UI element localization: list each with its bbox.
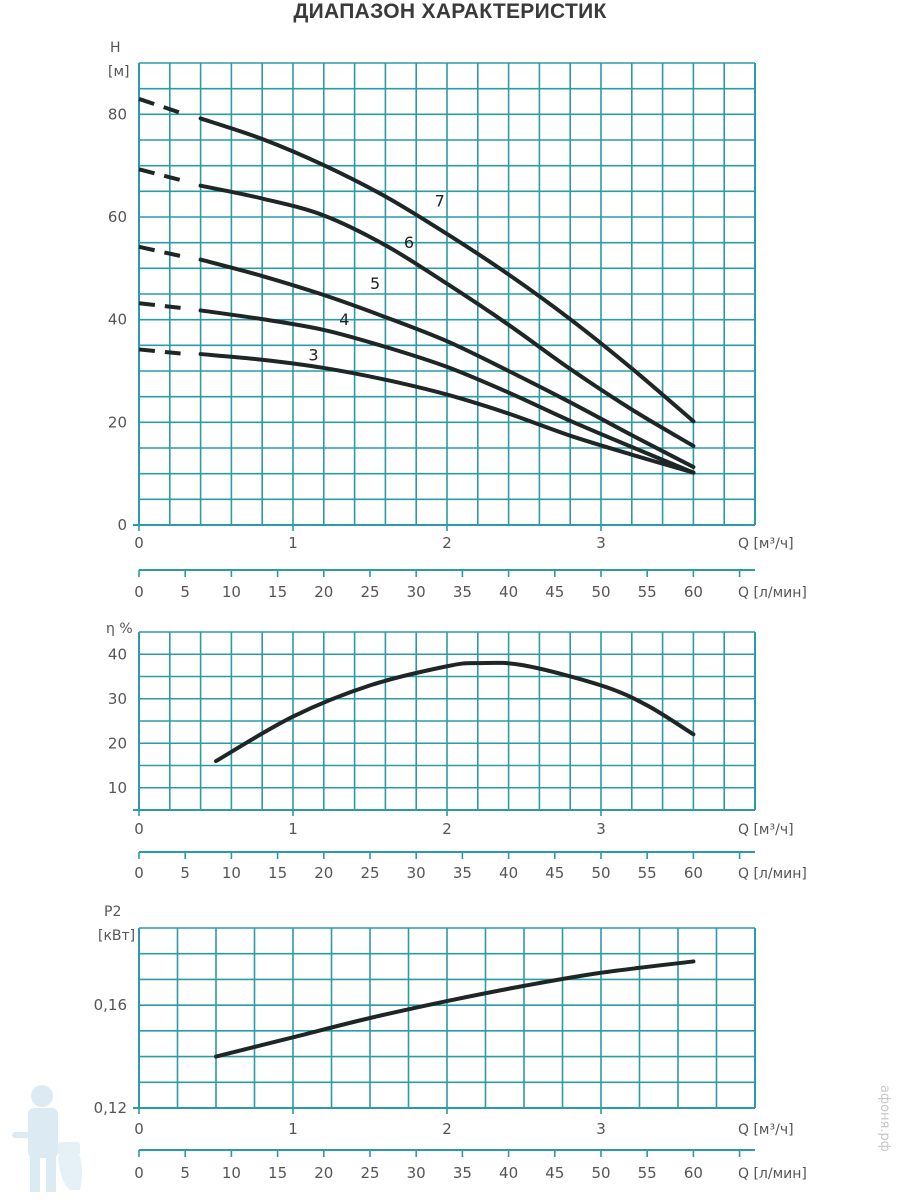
y-tick-label: 20 bbox=[108, 734, 127, 752]
x-tick-label: 3 bbox=[596, 534, 606, 552]
series-label: 3 bbox=[308, 346, 318, 365]
x-tick-label: 0 bbox=[134, 820, 144, 838]
series-label: 7 bbox=[435, 192, 445, 211]
x-tick-label: 0 bbox=[134, 534, 144, 552]
secondary-tick-label: 35 bbox=[453, 1164, 472, 1182]
y-axis-unit: [м] bbox=[108, 64, 130, 80]
secondary-tick-label: 50 bbox=[591, 1164, 610, 1182]
series-dashed-segment-6 bbox=[138, 167, 182, 182]
x-axis-label: Q [м³/ч] bbox=[738, 1122, 794, 1138]
secondary-axis-label: Q [л/мин] bbox=[738, 866, 807, 882]
y-axis-label: H bbox=[110, 40, 121, 56]
y-axis-label: η % bbox=[106, 621, 133, 637]
y-tick-label: 30 bbox=[108, 690, 127, 708]
series-dashed-segment-3 bbox=[138, 347, 181, 356]
y-tick-label: 40 bbox=[108, 645, 127, 663]
y-tick-label: 60 bbox=[108, 208, 127, 226]
secondary-tick-label: 45 bbox=[545, 1164, 564, 1182]
secondary-tick-label: 35 bbox=[453, 583, 472, 601]
secondary-tick-label: 10 bbox=[222, 583, 241, 601]
plumber-watermark-icon bbox=[12, 1085, 82, 1192]
y-axis-label: P2 bbox=[104, 904, 121, 920]
x-tick-label: 2 bbox=[442, 534, 452, 552]
series-curve-7 bbox=[198, 116, 696, 424]
secondary-tick-label: 25 bbox=[360, 1164, 379, 1182]
secondary-tick-label: 25 bbox=[360, 864, 379, 882]
secondary-tick-label: 55 bbox=[638, 583, 657, 601]
secondary-tick-label: 50 bbox=[591, 864, 610, 882]
secondary-tick-label: 5 bbox=[180, 864, 190, 882]
secondary-tick-label: 40 bbox=[499, 583, 518, 601]
secondary-tick-label: 30 bbox=[407, 1164, 426, 1182]
secondary-tick-label: 60 bbox=[684, 1164, 703, 1182]
secondary-axis-label: Q [л/мин] bbox=[738, 1166, 807, 1182]
series-curve-6 bbox=[198, 183, 696, 448]
series-curve-3 bbox=[198, 352, 696, 475]
secondary-tick-label: 50 bbox=[591, 583, 610, 601]
x-tick-label: 2 bbox=[442, 1120, 452, 1138]
secondary-tick-label: 35 bbox=[453, 864, 472, 882]
secondary-tick-label: 20 bbox=[314, 864, 333, 882]
series-curve-0 bbox=[214, 660, 696, 764]
y-tick-label: 20 bbox=[108, 413, 127, 431]
secondary-tick-label: 0 bbox=[134, 583, 144, 601]
y-tick-label: 0 bbox=[117, 516, 127, 534]
secondary-axis-label: Q [л/мин] bbox=[738, 585, 807, 601]
secondary-tick-label: 15 bbox=[268, 583, 287, 601]
series-curve-0 bbox=[214, 959, 696, 1059]
y-axis-unit: [кВт] bbox=[98, 928, 135, 944]
series-dashed-segment-7 bbox=[138, 97, 182, 115]
x-axis-label: Q [м³/ч] bbox=[738, 822, 794, 838]
secondary-tick-label: 55 bbox=[638, 1164, 657, 1182]
x-tick-label: 3 bbox=[596, 1120, 606, 1138]
y-tick-label: 40 bbox=[108, 311, 127, 329]
secondary-tick-label: 45 bbox=[545, 864, 564, 882]
y-tick-label: 0,16 bbox=[94, 996, 127, 1014]
y-tick-label: 0,12 bbox=[94, 1099, 127, 1117]
secondary-tick-label: 40 bbox=[499, 1164, 518, 1182]
y-tick-label: 80 bbox=[108, 105, 127, 123]
x-tick-label: 3 bbox=[596, 820, 606, 838]
series-label: 5 bbox=[370, 274, 380, 293]
secondary-tick-label: 60 bbox=[684, 864, 703, 882]
secondary-tick-label: 10 bbox=[222, 1164, 241, 1182]
x-tick-label: 1 bbox=[288, 820, 298, 838]
secondary-tick-label: 5 bbox=[180, 1164, 190, 1182]
secondary-tick-label: 5 bbox=[180, 583, 190, 601]
secondary-tick-label: 0 bbox=[134, 864, 144, 882]
chart-title: ДИАПАЗОН ХАРАКТЕРИСТИК bbox=[293, 0, 607, 23]
x-tick-label: 2 bbox=[442, 820, 452, 838]
series-dashed-segment-5 bbox=[138, 244, 182, 258]
x-tick-label: 1 bbox=[288, 1120, 298, 1138]
x-tick-label: 1 bbox=[288, 534, 298, 552]
secondary-tick-label: 20 bbox=[314, 1164, 333, 1182]
secondary-tick-label: 15 bbox=[268, 1164, 287, 1182]
secondary-tick-label: 55 bbox=[638, 864, 657, 882]
watermark-text: афоня.рф bbox=[877, 1085, 892, 1152]
secondary-tick-label: 40 bbox=[499, 864, 518, 882]
series-curve-4 bbox=[198, 308, 696, 475]
secondary-tick-label: 20 bbox=[314, 583, 333, 601]
series-label: 4 bbox=[339, 310, 349, 329]
secondary-tick-label: 10 bbox=[222, 864, 241, 882]
secondary-tick-label: 60 bbox=[684, 583, 703, 601]
x-axis-label: Q [м³/ч] bbox=[738, 536, 794, 552]
y-tick-label: 10 bbox=[108, 779, 127, 797]
series-curve-5 bbox=[198, 257, 696, 469]
secondary-tick-label: 0 bbox=[134, 1164, 144, 1182]
secondary-tick-label: 15 bbox=[268, 864, 287, 882]
series-label: 6 bbox=[404, 233, 414, 252]
secondary-tick-label: 30 bbox=[407, 583, 426, 601]
secondary-tick-label: 45 bbox=[545, 583, 564, 601]
series-dashed-segment-4 bbox=[138, 301, 181, 310]
x-tick-label: 0 bbox=[134, 1120, 144, 1138]
secondary-tick-label: 30 bbox=[407, 864, 426, 882]
secondary-tick-label: 25 bbox=[360, 583, 379, 601]
